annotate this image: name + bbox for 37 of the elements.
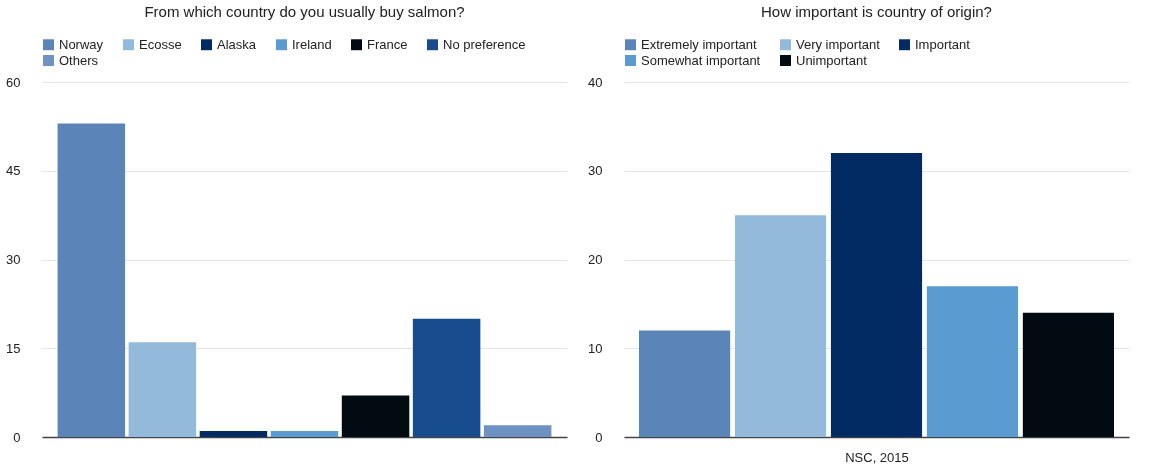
legend-label: Very important	[796, 36, 881, 52]
y-tick-label: 30	[6, 252, 21, 267]
chart-title: How important is country of origin?	[761, 3, 992, 20]
y-tick-label: 0	[13, 429, 21, 445]
legend-label: Alaska	[217, 36, 257, 52]
bar	[734, 215, 827, 437]
y-tick-label: 45	[6, 163, 21, 179]
legend-label: Ecosse	[139, 36, 182, 52]
chart-title: From which country do you usually buy salmon?	[144, 3, 465, 20]
y-tick-label: 30	[588, 163, 603, 179]
bar	[926, 286, 1019, 437]
legend-label: Extremely important	[641, 36, 757, 52]
bar	[199, 431, 268, 437]
legend-label: Ireland	[292, 36, 332, 52]
bar	[483, 425, 552, 437]
y-tick-label: 10	[588, 340, 603, 356]
bar	[639, 330, 731, 437]
legend-label: No preference	[443, 36, 526, 52]
y-tick-label: 40	[588, 74, 603, 90]
legend-label: Somewhat important	[641, 52, 761, 68]
legend-label: Others	[59, 52, 99, 68]
bar	[341, 395, 410, 437]
legend-label: Norway	[59, 36, 104, 52]
y-tick-label: 60	[6, 74, 21, 90]
bar	[412, 318, 481, 437]
bar	[1022, 312, 1114, 437]
bar	[270, 431, 339, 437]
bar	[128, 342, 197, 437]
text: NSC, 2015	[845, 449, 909, 465]
bar	[830, 153, 923, 437]
legend-label: Important	[915, 36, 971, 52]
legend-label: France	[367, 36, 408, 52]
y-tick-label: 0	[595, 429, 603, 445]
y-tick-label: 15	[6, 340, 21, 356]
bar	[57, 123, 126, 437]
y-tick-label: 20	[588, 252, 603, 267]
legend-label: Unimportant	[796, 52, 868, 68]
